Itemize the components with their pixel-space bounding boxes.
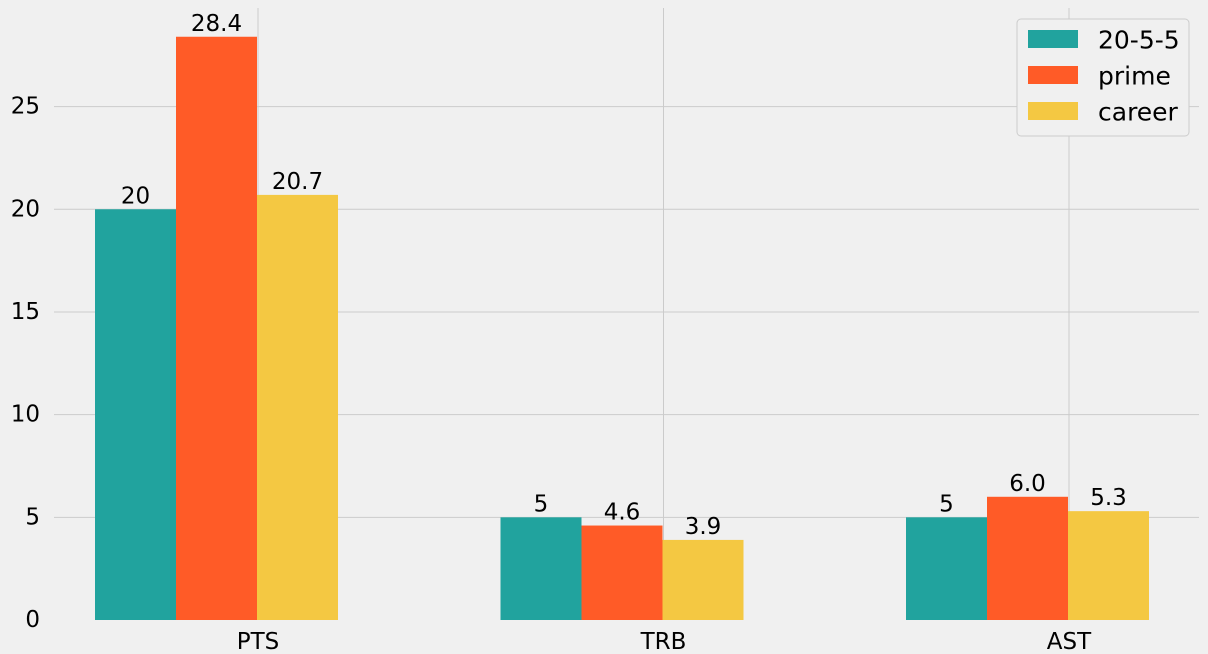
bar-career-PTS [257, 194, 338, 620]
bar-prime-PTS [176, 36, 257, 620]
x-tick-label: PTS [237, 629, 280, 654]
legend-swatch [1028, 66, 1078, 84]
legend-swatch [1028, 102, 1078, 120]
legend-label: 20-5-5 [1098, 26, 1180, 55]
bar-20-5-5-TRB [500, 517, 582, 620]
y-tick-label: 20 [11, 196, 40, 222]
bar-value-label: 5.3 [1090, 485, 1127, 511]
legend-label: prime [1098, 62, 1171, 91]
bar-value-label: 5 [534, 491, 549, 517]
bar-value-label: 4.6 [604, 500, 641, 526]
x-tick-labels: PTS TRB AST [237, 629, 1092, 654]
legend-label: career [1098, 98, 1179, 127]
bar-value-labels: 20 5 5 28.4 4.6 6.0 20.7 3.9 5.3 [121, 11, 1127, 540]
y-tick-label: 5 [25, 504, 40, 530]
bar-value-label: 3.9 [685, 514, 722, 540]
y-tick-label: 10 [11, 402, 40, 428]
x-tick-label: TRB [640, 629, 687, 654]
bar-career-TRB [662, 539, 744, 620]
bar-20-5-5-PTS [95, 209, 176, 620]
bar-value-label: 5 [939, 491, 954, 517]
bar-value-label: 20.7 [272, 169, 323, 195]
legend-swatch [1028, 30, 1078, 48]
y-tick-label: 0 [25, 607, 40, 633]
y-tick-label: 25 [11, 94, 40, 120]
bar-career-AST [1068, 511, 1149, 620]
x-tick-label: AST [1047, 629, 1092, 654]
bar-prime-TRB [581, 525, 663, 620]
bar-value-label: 20 [121, 183, 150, 209]
bar-value-label: 28.4 [191, 11, 242, 37]
legend: 20-5-5 prime career [1016, 18, 1190, 137]
bar-prime-AST [987, 496, 1068, 620]
bars [95, 36, 1149, 620]
y-tick-label: 15 [11, 299, 40, 325]
bar-20-5-5-AST [906, 517, 987, 620]
bar-value-label: 6.0 [1009, 471, 1046, 497]
y-tick-labels: 0 5 10 15 20 25 [11, 94, 40, 633]
